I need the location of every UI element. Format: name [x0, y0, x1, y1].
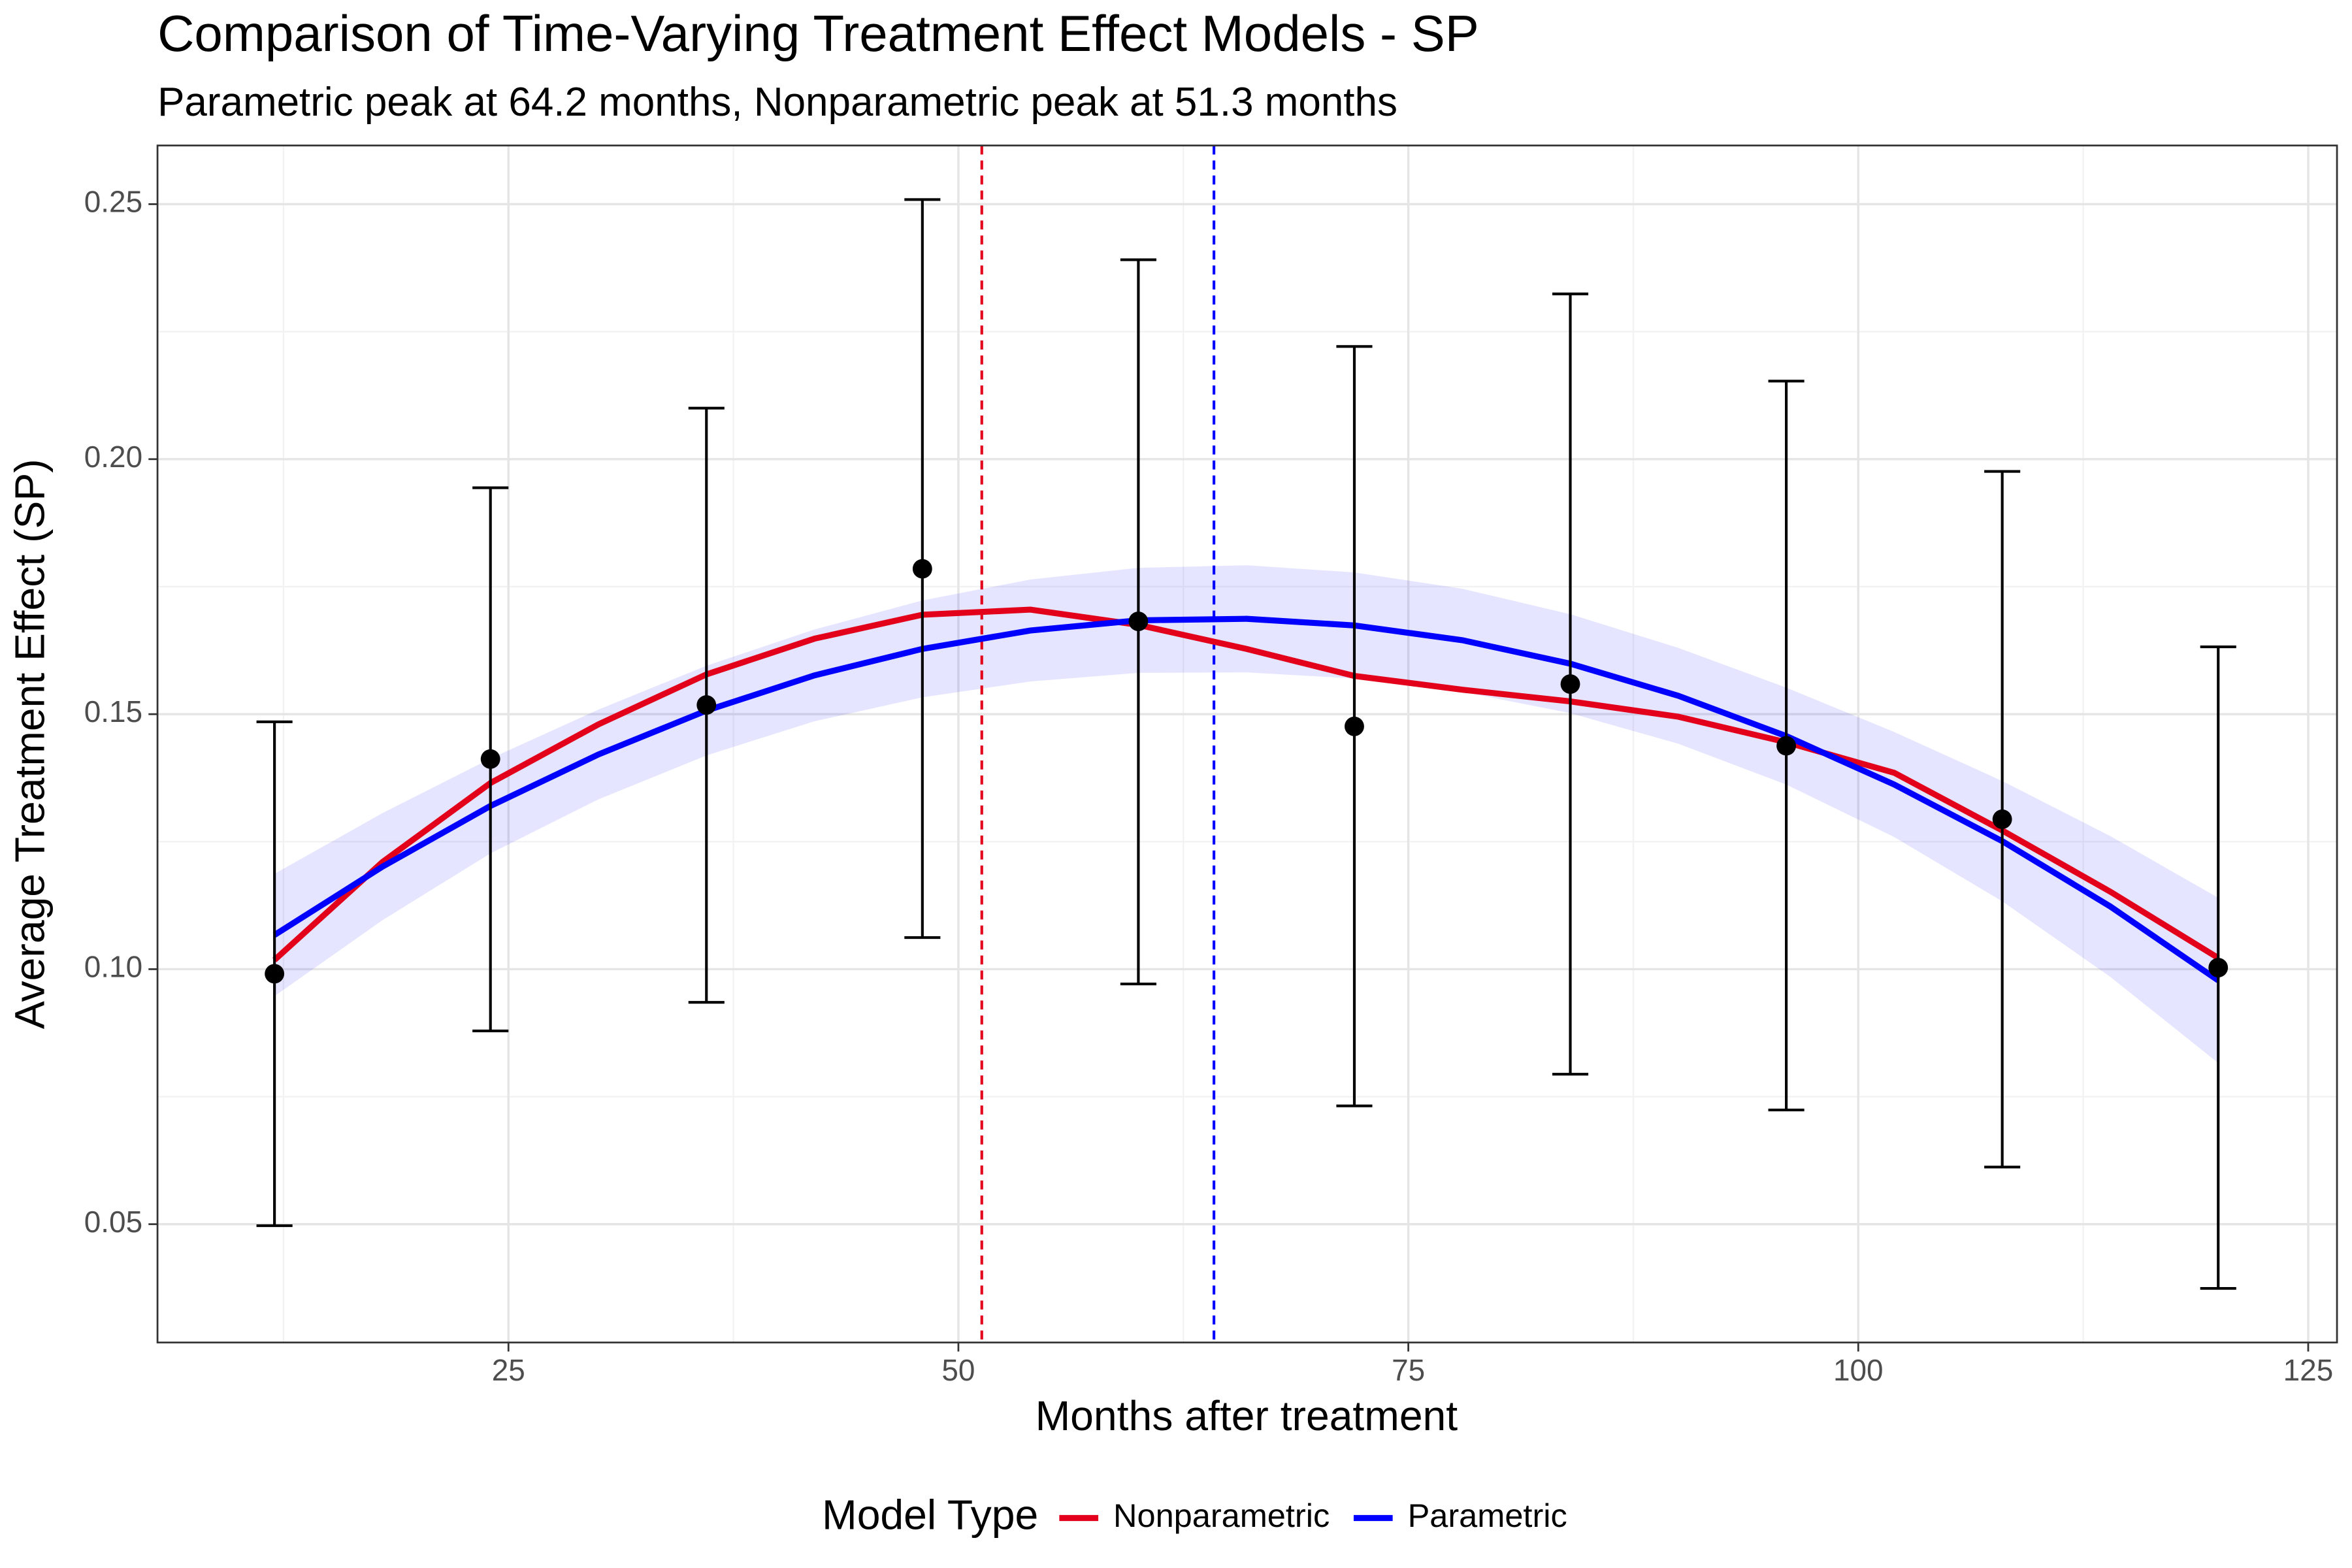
confidence-band [274, 565, 2219, 1064]
point [912, 559, 932, 579]
legend-label: Nonparametric [1113, 1497, 1330, 1534]
x-tick-label: 25 [492, 1353, 525, 1387]
point [265, 964, 285, 984]
x-tick-label: 100 [1833, 1353, 1884, 1387]
point [1345, 716, 1364, 736]
point [696, 695, 717, 715]
x-tick-label: 125 [2283, 1353, 2334, 1387]
point [1128, 612, 1149, 631]
legend-title: Model Type [822, 1491, 1038, 1538]
y-tick-label: 0.10 [84, 950, 142, 984]
x-axis-title: Months after treatment [1036, 1392, 1458, 1439]
legend-label: Parametric [1408, 1497, 1567, 1534]
chart-subtitle: Parametric peak at 64.2 months, Nonparam… [157, 80, 1397, 125]
legend: Model Type Nonparametric Parametric [822, 1491, 1567, 1538]
x-tick-label: 50 [941, 1353, 975, 1387]
point [1776, 736, 1797, 756]
series-line [272, 615, 2220, 983]
y-tick-label: 0.15 [84, 694, 142, 728]
chart-title: Comparison of Time-Varying Treatment Eff… [157, 5, 1479, 62]
x-tick-label: 75 [1392, 1353, 1425, 1387]
series-line [272, 606, 2220, 962]
y-axis-title: Average Treatment Effect (SP) [6, 459, 53, 1029]
y-tick-label: 0.20 [84, 440, 142, 474]
y-tick-label: 0.05 [84, 1205, 142, 1239]
point [2208, 958, 2229, 978]
point [1992, 809, 2012, 829]
panel-border [156, 144, 2338, 1344]
point [480, 749, 500, 769]
point [1560, 674, 1580, 694]
y-tick-label: 0.25 [84, 185, 142, 219]
